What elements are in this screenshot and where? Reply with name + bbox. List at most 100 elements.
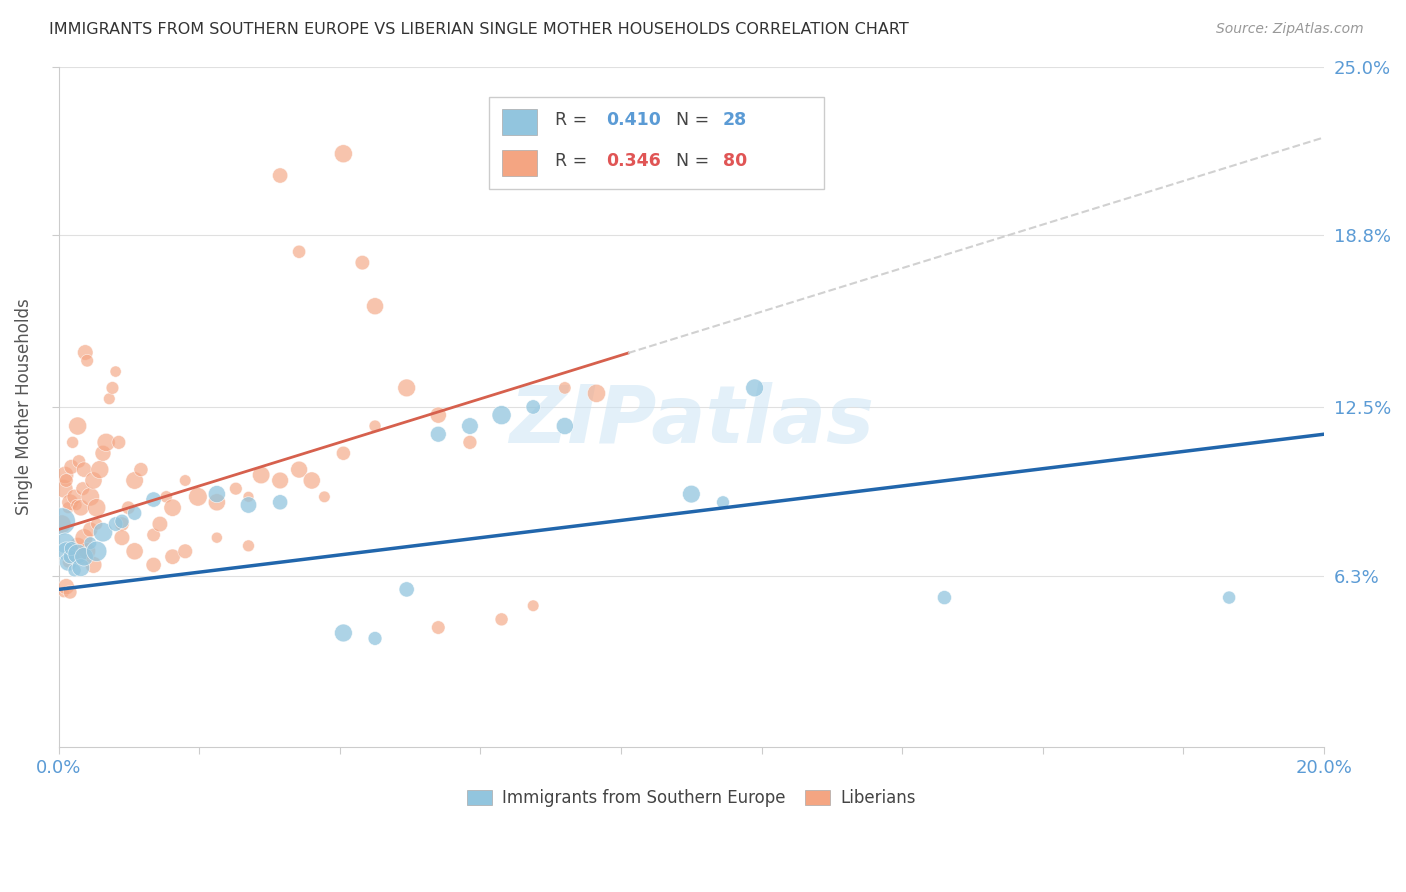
- Point: [52, 585, 75, 599]
- Point: [288, 462, 311, 476]
- Point: [73, 462, 96, 476]
- Point: [238, 539, 260, 553]
- Point: [250, 468, 273, 483]
- Point: [301, 474, 323, 488]
- Point: [124, 474, 146, 488]
- Point: [79, 523, 101, 537]
- Y-axis label: Single Mother Households: Single Mother Households: [15, 299, 32, 516]
- Point: [395, 381, 418, 395]
- Text: R =: R =: [555, 152, 592, 169]
- Point: [86, 517, 108, 532]
- Point: [364, 632, 387, 646]
- Point: [56, 555, 79, 569]
- Point: [332, 146, 354, 161]
- Point: [142, 492, 165, 507]
- Point: [53, 468, 76, 483]
- Point: [934, 591, 956, 605]
- Point: [79, 490, 101, 504]
- Text: 28: 28: [723, 111, 747, 128]
- Point: [86, 544, 108, 558]
- Point: [67, 454, 90, 468]
- Point: [76, 353, 98, 368]
- Point: [554, 419, 576, 434]
- Point: [59, 495, 82, 509]
- Point: [66, 547, 89, 561]
- Text: 0.410: 0.410: [606, 111, 661, 128]
- Point: [458, 419, 481, 434]
- Point: [60, 459, 83, 474]
- Point: [491, 612, 513, 626]
- Point: [63, 490, 86, 504]
- Point: [69, 549, 91, 564]
- Point: [69, 500, 91, 515]
- Point: [458, 435, 481, 450]
- Point: [269, 169, 291, 183]
- Point: [63, 544, 86, 558]
- Point: [55, 580, 77, 594]
- Point: [269, 474, 291, 488]
- Point: [117, 500, 139, 515]
- Point: [352, 255, 374, 269]
- Point: [205, 495, 228, 509]
- Text: 80: 80: [723, 152, 747, 169]
- Point: [522, 599, 544, 613]
- Point: [91, 525, 114, 540]
- Point: [89, 462, 111, 476]
- Point: [332, 626, 354, 640]
- Point: [174, 544, 197, 558]
- Point: [744, 381, 766, 395]
- FancyBboxPatch shape: [502, 109, 537, 135]
- Point: [124, 506, 146, 520]
- Point: [364, 419, 387, 434]
- Point: [554, 381, 576, 395]
- Point: [395, 582, 418, 597]
- FancyBboxPatch shape: [502, 150, 537, 176]
- Point: [332, 446, 354, 460]
- Point: [238, 498, 260, 512]
- Point: [174, 474, 197, 488]
- Point: [98, 392, 121, 406]
- Point: [51, 517, 73, 532]
- Point: [55, 474, 77, 488]
- Point: [107, 435, 129, 450]
- Text: 0.346: 0.346: [606, 152, 661, 169]
- Point: [111, 517, 134, 532]
- Point: [82, 558, 104, 572]
- Text: R =: R =: [555, 111, 592, 128]
- Point: [51, 514, 73, 528]
- Text: ZIPatlas: ZIPatlas: [509, 382, 875, 459]
- FancyBboxPatch shape: [489, 97, 824, 189]
- Point: [104, 517, 127, 532]
- Point: [56, 500, 79, 515]
- Point: [681, 487, 703, 501]
- Point: [225, 482, 247, 496]
- Point: [101, 381, 124, 395]
- Point: [155, 490, 177, 504]
- Point: [55, 544, 77, 558]
- Point: [82, 474, 104, 488]
- Point: [73, 531, 96, 545]
- Point: [66, 539, 89, 553]
- Point: [238, 490, 260, 504]
- Point: [162, 549, 184, 564]
- Point: [522, 400, 544, 414]
- Text: N =: N =: [676, 111, 714, 128]
- Point: [149, 517, 172, 532]
- Point: [269, 495, 291, 509]
- Point: [94, 435, 117, 450]
- Point: [142, 558, 165, 572]
- Point: [56, 555, 79, 569]
- Point: [72, 482, 94, 496]
- Point: [111, 531, 134, 545]
- Point: [187, 490, 209, 504]
- Point: [75, 345, 97, 359]
- Point: [205, 531, 228, 545]
- Point: [62, 435, 84, 450]
- Point: [66, 419, 89, 434]
- Point: [59, 585, 82, 599]
- Point: [79, 536, 101, 550]
- Point: [1218, 591, 1240, 605]
- Point: [52, 482, 75, 496]
- Point: [60, 549, 83, 564]
- Point: [69, 560, 91, 574]
